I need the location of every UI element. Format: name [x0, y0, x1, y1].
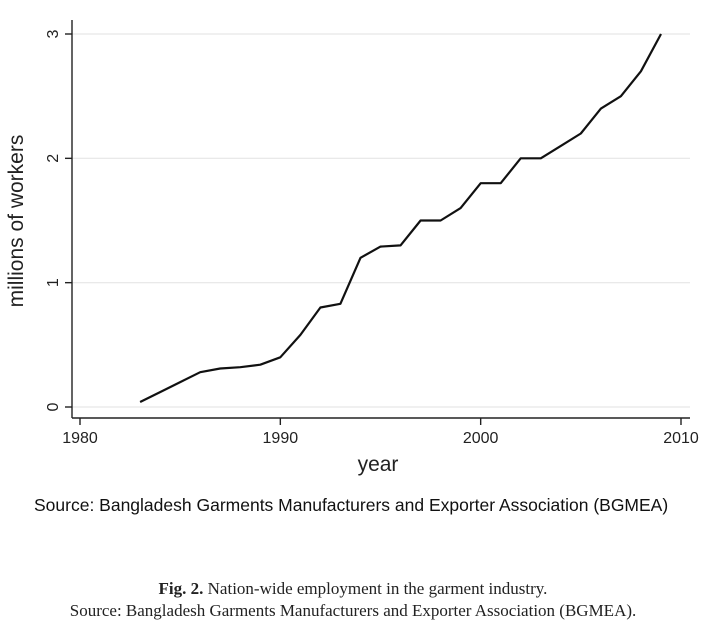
x-tick-label: 2000 [463, 430, 499, 447]
caption-line: Fig. 2. Nation-wide employment in the ga… [0, 578, 706, 600]
series-line [139, 33, 662, 403]
x-tick-label: 2010 [663, 430, 699, 447]
gridlines [72, 33, 690, 408]
source-note: Source: Bangladesh Garments Manufacturer… [34, 495, 669, 515]
y-tick-label: 2 [45, 154, 62, 163]
figure-label: Fig. 2. [158, 579, 204, 598]
y-tick-label: 1 [45, 278, 62, 287]
axes [65, 20, 690, 425]
x-tick-label: 1980 [62, 430, 98, 447]
employment-chart: 0 1 2 3 1980 1990 2000 2010 year millions of wo… [5, 20, 699, 476]
y-tick-label: 3 [45, 29, 62, 38]
tick-labels: 0 1 2 3 1980 1990 2000 2010 [45, 29, 699, 447]
caption-source: Source: Bangladesh Garments Manufacturer… [69, 601, 637, 620]
x-axis-title: year [358, 453, 399, 476]
y-tick-label: 0 [45, 402, 62, 411]
x-tick-label: 1990 [263, 430, 299, 447]
y-axis-title: millions of workers [5, 135, 28, 308]
caption-text: Nation-wide employment in the garment in… [203, 579, 548, 598]
figure-caption: Fig. 2. Nation-wide employment in the ga… [0, 578, 706, 622]
